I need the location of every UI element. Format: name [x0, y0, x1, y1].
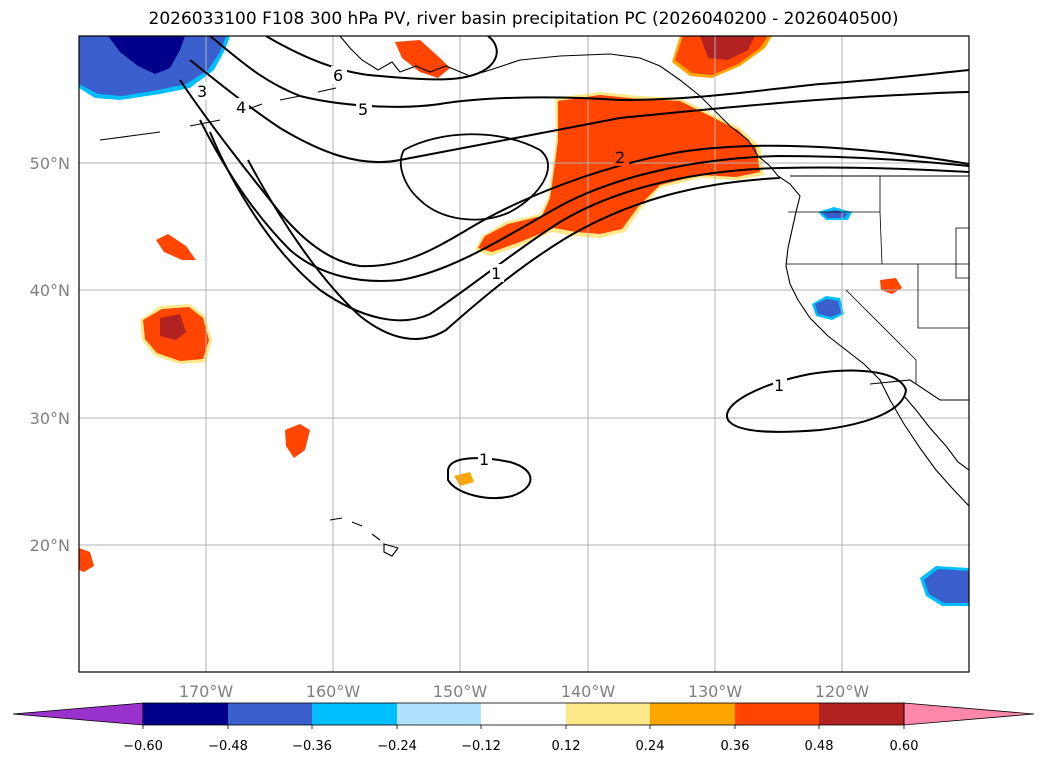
pv-contour-closed-nw [399, 133, 549, 221]
coastlines [99, 36, 969, 557]
pos-region-small-5 [880, 278, 902, 294]
contour-label-5: 5 [358, 100, 368, 119]
contour-labels: 6 5 4 3 2 1 1 1 [196, 66, 787, 469]
coast-bc-west [757, 155, 801, 213]
pv-contour-1-east [726, 369, 908, 433]
colorbar-swatch-3 [312, 703, 397, 725]
pos-region-small-4 [79, 548, 94, 572]
lon-label-130w: 130°W [688, 682, 743, 701]
colorbar-outline [142, 702, 905, 726]
pv-contour-1a [209, 131, 969, 322]
neg-region-mexico-core [924, 569, 969, 603]
pv-contour-1-hawaii [447, 457, 532, 500]
colorbar-tick-label: −0.36 [292, 739, 332, 754]
colorbar-ticks [142, 725, 905, 729]
pos-region-small-1 [156, 234, 196, 260]
hawaii-islands [329, 517, 399, 557]
lon-label-140w: 140°W [561, 682, 616, 701]
colorbar: −0.60 −0.48 −0.36 −0.24 −0.12 0.12 0.24 … [12, 702, 1035, 754]
lat-labels: 50°N 40°N 30°N 20°N [30, 154, 70, 555]
pv-contour-5 [209, 36, 969, 108]
colorbar-swatch-5 [481, 703, 566, 725]
map-frame [78, 35, 970, 673]
pos-region-small-2 [285, 424, 310, 458]
pv-contours [179, 36, 969, 500]
colorbar-extend-high [903, 702, 1035, 726]
lon-label-170w: 170°W [179, 682, 234, 701]
lat-label-30n: 30°N [30, 409, 70, 428]
lon-label-120w: 120°W [815, 682, 870, 701]
colorbar-swatch-8 [735, 703, 819, 725]
chart-title: 2026033100 F108 300 hPa PV, river basin … [148, 9, 899, 29]
colorbar-tick-label: 0.36 [721, 739, 750, 754]
pv-contour-2 [199, 119, 969, 282]
contour-label-1-hawaii: 1 [479, 450, 489, 469]
baja-peninsula [903, 395, 969, 471]
contour-label-1-main: 1 [491, 264, 501, 283]
colorbar-tick-label: 0.48 [805, 739, 834, 754]
coast-us-west [785, 211, 969, 507]
contour-label-2: 2 [615, 148, 625, 167]
colorbar-tick-label: 0.12 [552, 739, 581, 754]
pv-contour-4 [189, 59, 969, 164]
colorbar-swatch-2 [228, 703, 312, 725]
colorbar-tick-label: −0.60 [123, 739, 163, 754]
border-states [786, 176, 969, 384]
pos-region-aleutian [395, 40, 450, 78]
neg-region-nw-strong [108, 36, 185, 74]
neg-region-sierra-core [815, 299, 841, 317]
colorbar-swatch-1 [143, 703, 228, 725]
colorbar-tick-label: −0.12 [461, 739, 501, 754]
colorbar-tick-label: −0.24 [377, 739, 417, 754]
pv-contour-6 [265, 36, 498, 81]
colorbar-tick-label: 0.60 [890, 739, 919, 754]
colorbar-tick-label: −0.48 [208, 739, 248, 754]
contour-label-1-east: 1 [774, 376, 784, 395]
pv-contour-3 [179, 79, 969, 268]
lat-label-50n: 50°N [30, 154, 70, 173]
lat-label-40n: 40°N [30, 281, 70, 300]
lon-labels: 170°W 160°W 150°W 140°W 130°W 120°W [179, 682, 870, 701]
colorbar-swatch-9 [819, 703, 904, 725]
pos-region-west-strong [160, 314, 186, 340]
colorbar-swatch-6 [566, 703, 650, 725]
colorbar-swatch-4 [397, 703, 481, 725]
contour-label-4: 4 [236, 98, 246, 117]
border-us-mexico [869, 379, 969, 401]
contour-label-3: 3 [197, 82, 207, 101]
colorbar-swatch-7 [650, 703, 735, 725]
precip-shading [79, 36, 969, 606]
coast-alaska [339, 36, 759, 157]
colorbar-tick-label: 0.24 [636, 739, 665, 754]
pos-region-small-3 [454, 472, 474, 486]
lon-label-150w: 150°W [433, 682, 488, 701]
lat-label-20n: 20°N [30, 536, 70, 555]
colorbar-extend-low [12, 702, 144, 726]
pv-contour-1b [247, 159, 781, 340]
gridlines [79, 36, 969, 672]
pos-region-alaska-top-strong [700, 36, 755, 60]
contour-label-6: 6 [333, 66, 343, 85]
lon-label-160w: 160°W [306, 682, 361, 701]
